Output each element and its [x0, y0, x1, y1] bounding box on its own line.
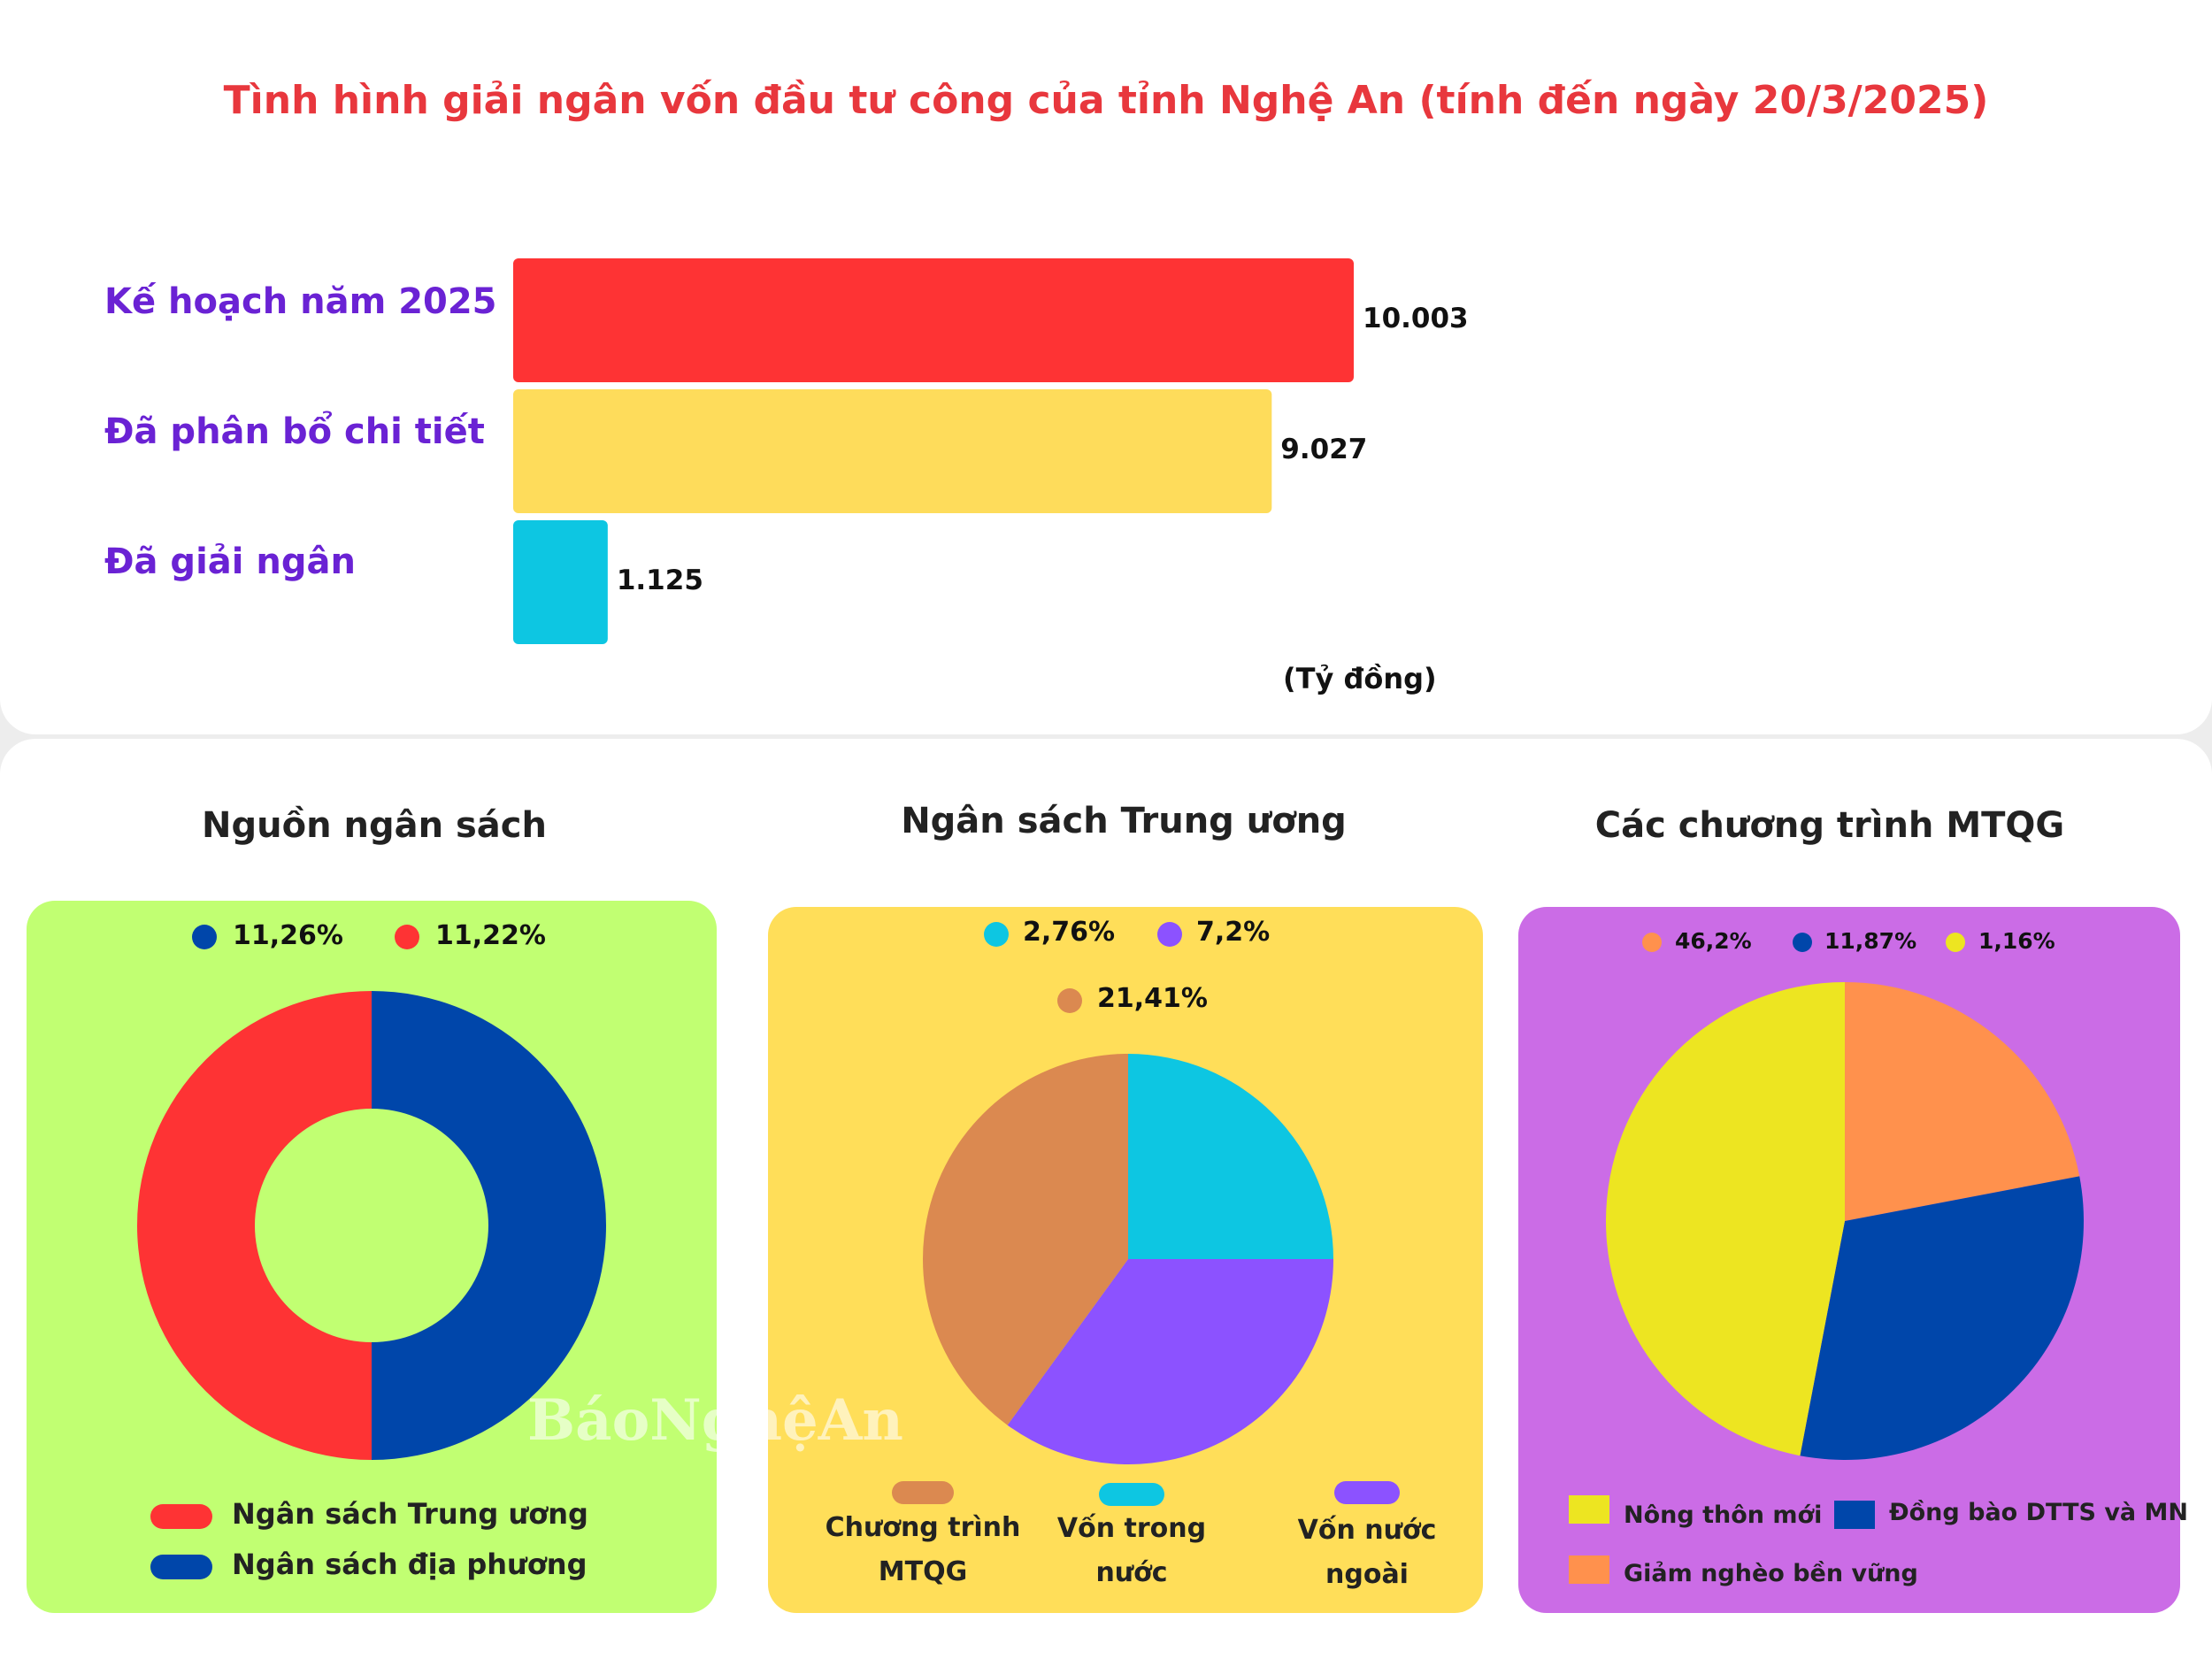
pie-chart-central: [923, 1054, 1333, 1464]
annotation-dot-local: [192, 925, 217, 949]
annotation-central: 11,22%: [435, 920, 546, 951]
legend-label-domestic: Vốn trong nước: [1056, 1513, 1207, 1588]
legend-swatch-foreign: [1334, 1481, 1400, 1504]
annotation-poverty: 46,2%: [1675, 928, 1752, 954]
pie3-slice-1: [1800, 1176, 2084, 1460]
pie2-slice-2: [923, 1054, 1128, 1425]
watermark-logo: BáoNghệAn: [527, 1387, 903, 1454]
annotation-dot-rural: [1946, 933, 1965, 952]
annotation-dot-poverty: [1642, 933, 1662, 952]
bar-0: [513, 258, 1354, 382]
annotation-foreign: 7,2%: [1196, 917, 1271, 948]
legend-label-central: Ngân sách Trung ương: [232, 1497, 588, 1531]
section-title-budget-source: Nguồn ngân sách: [202, 805, 547, 846]
annotation-dot-foreign: [1157, 922, 1182, 947]
legend-swatch-local: [150, 1555, 212, 1579]
section-title-central-budget: Ngân sách Trung ương: [901, 801, 1347, 841]
bar-value-plan: 10.003: [1363, 303, 1469, 334]
bar-value-disbursed: 1.125: [616, 565, 703, 596]
legend-swatch-poverty: [1569, 1555, 1609, 1584]
legend-swatch-rural: [1569, 1495, 1609, 1524]
bar-chart: [513, 258, 1354, 644]
annotation-dot-domestic: [984, 922, 1009, 947]
chart-title: Tình hình giải ngân vốn đầu tư công của …: [223, 78, 1989, 123]
bar-1: [513, 389, 1272, 513]
legend-label-rural: Nông thôn mới: [1624, 1502, 1823, 1529]
legend-swatch-mtqg: [892, 1481, 954, 1504]
annotation-domestic: 2,76%: [1023, 917, 1116, 948]
legend-label-foreign: Vốn nước ngoài: [1297, 1515, 1437, 1590]
annotation-rural: 1,16%: [1978, 928, 2055, 954]
bar-label-plan: Kế hoạch năm 2025: [104, 281, 497, 322]
legend-swatch-domestic: [1099, 1483, 1164, 1506]
annotation-ethnic: 11,87%: [1824, 928, 1917, 954]
pie3-slice-0: [1845, 982, 2080, 1221]
donut-slice-1: [372, 991, 606, 1460]
section-title-mtqg: Các chương trình MTQG: [1594, 805, 2065, 846]
bar-2: [513, 520, 608, 644]
pie-chart-mtqg: [1606, 982, 2084, 1460]
donut-chart: [137, 991, 606, 1460]
annotation-dot-central: [395, 925, 419, 949]
annotation-dot-mtqg: [1057, 988, 1082, 1013]
annotation-local: 11,26%: [233, 920, 343, 951]
bar-label-disbursed: Đã giải ngân: [104, 541, 356, 582]
pie2-slice-1: [1007, 1259, 1333, 1464]
bar-label-allocated: Đã phân bổ chi tiết: [104, 411, 485, 452]
bar-value-allocated: 9.027: [1280, 434, 1368, 465]
annotation-mtqg: 21,41%: [1097, 983, 1208, 1014]
donut-slice-0: [137, 991, 372, 1460]
pie2-slice-0: [1128, 1054, 1333, 1259]
legend-swatch-ethnic: [1834, 1501, 1875, 1529]
legend-label-local: Ngân sách địa phương: [232, 1548, 588, 1581]
legend-label-ethnic: Đồng bào DTTS và MN: [1889, 1499, 2189, 1526]
pie3-slice-2: [1606, 982, 1845, 1456]
annotation-dot-ethnic: [1793, 933, 1812, 952]
unit-label: (Tỷ đồng): [1283, 662, 1437, 695]
legend-label-poverty: Giảm nghèo bền vững: [1624, 1560, 1918, 1587]
legend-label-mtqg: Chương trình MTQG: [825, 1512, 1021, 1587]
legend-swatch-central: [150, 1504, 212, 1529]
